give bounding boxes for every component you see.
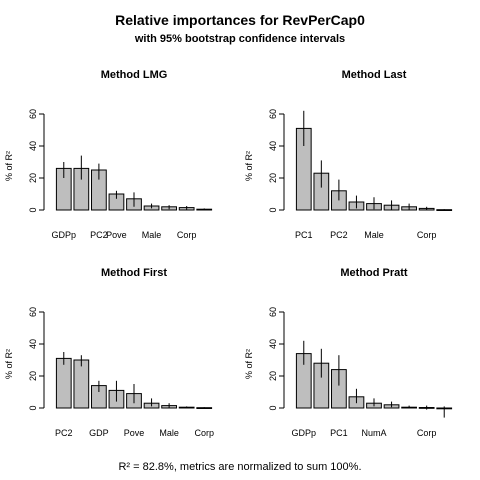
y-tick-label: 20 (28, 173, 38, 183)
y-axis-label: % of R² (244, 151, 254, 181)
panel-method-pratt: Method Pratt 0 20 40 60 % of R² GDPp PC1 NumA Cor… (244, 267, 453, 438)
y-tick-label: 40 (268, 339, 278, 349)
x-tick-label: Corp (194, 428, 214, 438)
y-tick-label: 0 (28, 207, 38, 212)
panel-title: Method LMG (101, 69, 168, 81)
x-tick-label: Male (142, 230, 162, 240)
y-tick-label: 0 (268, 405, 278, 410)
figure-subtitle: with 95% bootstrap confidence intervals (134, 33, 345, 45)
x-tick-label: Pove (106, 230, 127, 240)
figure-title: Relative importances for RevPerCap0 (115, 12, 365, 28)
x-tick-label: Pove (124, 428, 145, 438)
panel-title: Method First (101, 267, 167, 279)
y-tick-label: 0 (28, 405, 38, 410)
y-tick-label: 20 (28, 371, 38, 381)
y-tick-label: 0 (268, 207, 278, 212)
bar (73, 359, 90, 409)
x-tick-label: Corp (177, 230, 197, 240)
x-tick-label: PC2 (330, 230, 348, 240)
x-tick-label: PC1 (330, 428, 348, 438)
panel-title: Method Pratt (340, 267, 408, 279)
y-tick-label: 20 (268, 371, 278, 381)
y-tick-label: 60 (268, 109, 278, 119)
y-axis-label: % of R² (244, 349, 254, 379)
bar (55, 357, 72, 409)
y-tick-label: 40 (28, 339, 38, 349)
x-tick-label: GDPp (292, 428, 317, 438)
x-tick-label: Male (159, 428, 179, 438)
x-tick-label: PC2 (90, 230, 108, 240)
x-tick-label: NumA (361, 428, 386, 438)
x-tick-label: Corp (417, 230, 437, 240)
panel-method-first: Method First 0 20 40 60 % of R² PC2 GDP Pove Male… (4, 267, 214, 438)
x-tick-label: Male (364, 230, 384, 240)
y-tick-label: 40 (268, 141, 278, 151)
panel-title: Method Last (342, 69, 407, 81)
panel-method-last: Method Last 0 20 40 60 % of R² PC1 PC2 Male Corp (244, 69, 453, 240)
x-tick-label: PC1 (295, 230, 313, 240)
y-tick-label: 20 (268, 173, 278, 183)
y-axis-label: % of R² (4, 151, 14, 181)
x-tick-label: GDP (89, 428, 109, 438)
y-tick-label: 60 (28, 109, 38, 119)
x-tick-label: PC2 (55, 428, 73, 438)
x-tick-label: GDPp (52, 230, 77, 240)
x-tick-label: Corp (417, 428, 437, 438)
y-tick-label: 60 (28, 307, 38, 317)
y-tick-label: 40 (28, 141, 38, 151)
figure-footer: R² = 82.8%, metrics are normalized to su… (118, 461, 361, 473)
y-tick-label: 60 (268, 307, 278, 317)
y-axis-label: % of R² (4, 349, 14, 379)
